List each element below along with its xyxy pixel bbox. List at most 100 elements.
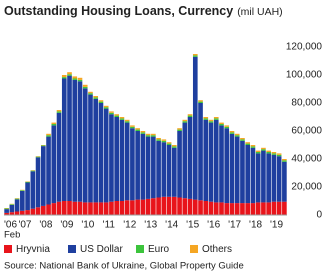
bar-segment — [276, 156, 282, 202]
bar-segment — [261, 147, 266, 150]
bar-segment — [114, 115, 119, 117]
bar-segment — [109, 114, 114, 202]
bar-segment — [72, 79, 78, 202]
bar-segment — [166, 143, 172, 145]
bar-segment — [130, 128, 135, 201]
bar-segment — [240, 138, 245, 140]
bar-segment — [240, 140, 245, 204]
bar-segment — [46, 135, 51, 137]
bar-segment — [166, 145, 172, 197]
bar-segment — [229, 132, 235, 134]
bar-segment — [219, 202, 224, 215]
bar-segment — [271, 154, 277, 202]
bar-segment — [145, 136, 151, 199]
bar-segment — [72, 78, 78, 80]
bar-segment — [130, 126, 135, 129]
bar-segment — [198, 101, 203, 103]
bar-segment — [192, 54, 198, 56]
bar-segment — [30, 170, 36, 172]
bar-segment — [61, 75, 67, 78]
chart-unit: (mil UAH) — [237, 6, 283, 18]
bar-segment — [234, 133, 240, 136]
bar-segment — [4, 209, 9, 213]
bar-segment — [219, 125, 224, 203]
chart-title-group: Outstanding Housing Loans, Currency (mil … — [4, 4, 283, 18]
bar-segment — [276, 153, 282, 155]
bar-segment — [82, 86, 88, 89]
y-tick-label: 120,000 — [286, 42, 323, 53]
bar-segment — [151, 136, 156, 199]
bar-segment — [14, 211, 20, 215]
bar-segment — [93, 97, 99, 99]
bar-segment — [172, 145, 177, 147]
bar-segment — [282, 160, 287, 162]
bar-segment — [119, 117, 125, 119]
bar-segment — [177, 128, 182, 130]
bar-segment — [124, 121, 130, 123]
bar-segment — [72, 76, 78, 79]
bar-segment — [198, 100, 203, 102]
bar-segment — [9, 204, 15, 213]
bar-segment — [177, 131, 182, 198]
x-tick-label: '08 — [39, 220, 52, 231]
x-tick-label: '10 — [81, 220, 94, 231]
x-tick-label: '07 — [18, 220, 31, 231]
legend-swatch — [136, 245, 144, 253]
bar-segment — [240, 203, 245, 215]
bar-segment — [151, 135, 156, 137]
bar-segment — [61, 78, 67, 201]
bar-segment — [56, 112, 62, 202]
bar-segment — [282, 159, 287, 161]
bar-segment — [30, 171, 36, 209]
bar-segment — [261, 149, 266, 151]
y-tick-label: 0 — [316, 210, 322, 221]
bar-segment — [166, 196, 172, 215]
bar-segment — [250, 146, 256, 148]
bar-segment — [261, 202, 266, 215]
bar-segment — [93, 202, 99, 215]
bar-segment — [25, 210, 30, 215]
bar-segment — [156, 140, 161, 198]
bar-segment — [255, 202, 261, 215]
bar-segment — [192, 55, 198, 57]
bar-segment — [25, 182, 30, 211]
bar-segment — [203, 117, 209, 119]
bar-segment — [271, 201, 277, 215]
x-tick-label: '06 — [4, 220, 17, 231]
bar-segment — [245, 203, 251, 215]
x-tick-label: '13 — [144, 220, 157, 231]
bar-segment — [271, 152, 277, 154]
x-tick-label: '17 — [228, 220, 241, 231]
bar-segment — [219, 124, 224, 126]
bar-segment — [109, 112, 114, 115]
bar-segment — [172, 146, 177, 148]
bar-segment — [161, 142, 167, 197]
bar-segment — [88, 91, 93, 94]
bar-segment — [266, 150, 271, 152]
bar-segment — [166, 142, 172, 144]
bar-segment — [9, 212, 15, 215]
bar-segment — [98, 100, 104, 102]
bar-segment — [161, 196, 167, 215]
legend-swatch — [4, 245, 12, 253]
bar-segment — [140, 132, 146, 134]
bar-segment — [145, 133, 151, 136]
bar-segment — [124, 122, 130, 201]
bar-segment — [224, 125, 230, 127]
bar-segment — [161, 140, 167, 143]
bar-segment — [77, 77, 83, 80]
bar-segment — [93, 96, 99, 98]
bar-segment — [219, 122, 224, 124]
bar-segment — [124, 119, 130, 122]
bar-segment — [177, 197, 182, 215]
bar-segment — [67, 75, 72, 201]
bar-segment — [182, 122, 188, 199]
bar-segment — [276, 201, 282, 215]
bar-segment — [266, 152, 271, 154]
bar-segment — [250, 147, 256, 204]
x-tick-label: '15 — [186, 220, 199, 231]
bar-segment — [88, 93, 93, 95]
bar-segment — [229, 131, 235, 133]
bar-segment — [182, 198, 188, 215]
